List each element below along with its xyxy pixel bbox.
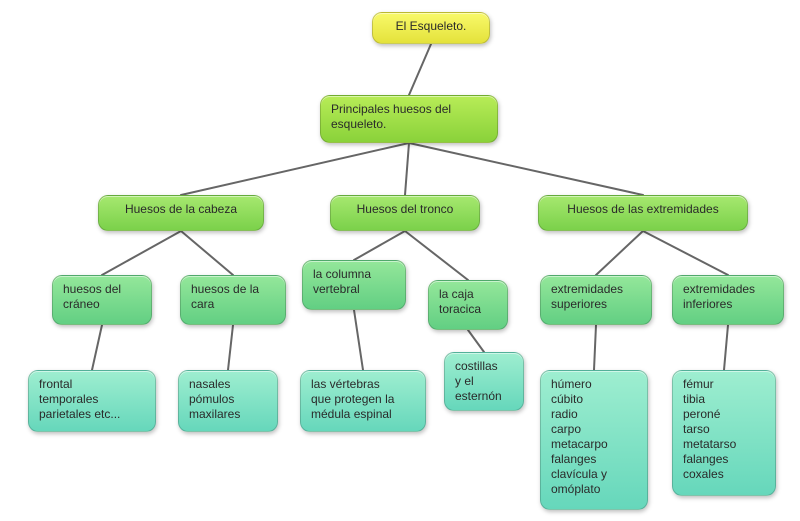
node-label: costillas y el esternón (455, 359, 502, 404)
node-l_inf: fémur tibia peroné tarso metatarso falan… (672, 370, 776, 496)
node-label: fémur tibia peroné tarso metatarso falan… (683, 377, 736, 482)
edge (354, 310, 363, 370)
node-l_sup: húmero cúbito radio carpo metacarpo fala… (540, 370, 648, 510)
edge (468, 330, 484, 352)
node-cara: huesos de la cara (180, 275, 286, 325)
node-label: nasales pómulos maxilares (189, 377, 240, 422)
node-root: El Esqueleto. (372, 12, 490, 44)
edge (102, 231, 181, 275)
node-l_cara: nasales pómulos maxilares (178, 370, 278, 432)
node-label: extremidades inferiores (683, 282, 755, 312)
node-label: huesos de la cara (191, 282, 259, 312)
edge (405, 231, 468, 280)
node-label: Principales huesos del esqueleto. (331, 102, 451, 132)
edge (405, 143, 409, 195)
node-l_craneo: frontal temporales parietales etc... (28, 370, 156, 432)
node-label: extremidades superiores (551, 282, 623, 312)
node-l_caja: costillas y el esternón (444, 352, 524, 411)
edge (354, 231, 405, 260)
node-label: El Esqueleto. (396, 19, 467, 34)
node-trunk: Huesos del tronco (330, 195, 480, 231)
edge (594, 325, 596, 370)
edge (181, 143, 409, 195)
node-ext: Huesos de las extremidades (538, 195, 748, 231)
node-label: la columna vertebral (313, 267, 371, 297)
edge (409, 44, 431, 95)
node-label: Huesos del tronco (357, 202, 454, 217)
edge (181, 231, 233, 275)
node-label: frontal temporales parietales etc... (39, 377, 120, 422)
node-inf: extremidades inferiores (672, 275, 784, 325)
node-main: Principales huesos del esqueleto. (320, 95, 498, 143)
node-label: las vértebras que protegen la médula esp… (311, 377, 394, 422)
node-col: la columna vertebral (302, 260, 406, 310)
edge (596, 231, 643, 275)
node-caja: la caja toracica (428, 280, 508, 330)
node-label: huesos del cráneo (63, 282, 121, 312)
node-head: Huesos de la cabeza (98, 195, 264, 231)
node-label: húmero cúbito radio carpo metacarpo fala… (551, 377, 608, 497)
edge (228, 325, 233, 370)
node-craneo: huesos del cráneo (52, 275, 152, 325)
diagram-canvas: El Esqueleto. Principales huesos del esqu… (0, 0, 800, 521)
node-label: Huesos de las extremidades (567, 202, 718, 217)
node-l_col: las vértebras que protegen la médula esp… (300, 370, 426, 432)
node-sup: extremidades superiores (540, 275, 652, 325)
edge (92, 325, 102, 370)
node-label: Huesos de la cabeza (125, 202, 237, 217)
edge (643, 231, 728, 275)
edge (724, 325, 728, 370)
node-label: la caja toracica (439, 287, 481, 317)
edge (409, 143, 643, 195)
